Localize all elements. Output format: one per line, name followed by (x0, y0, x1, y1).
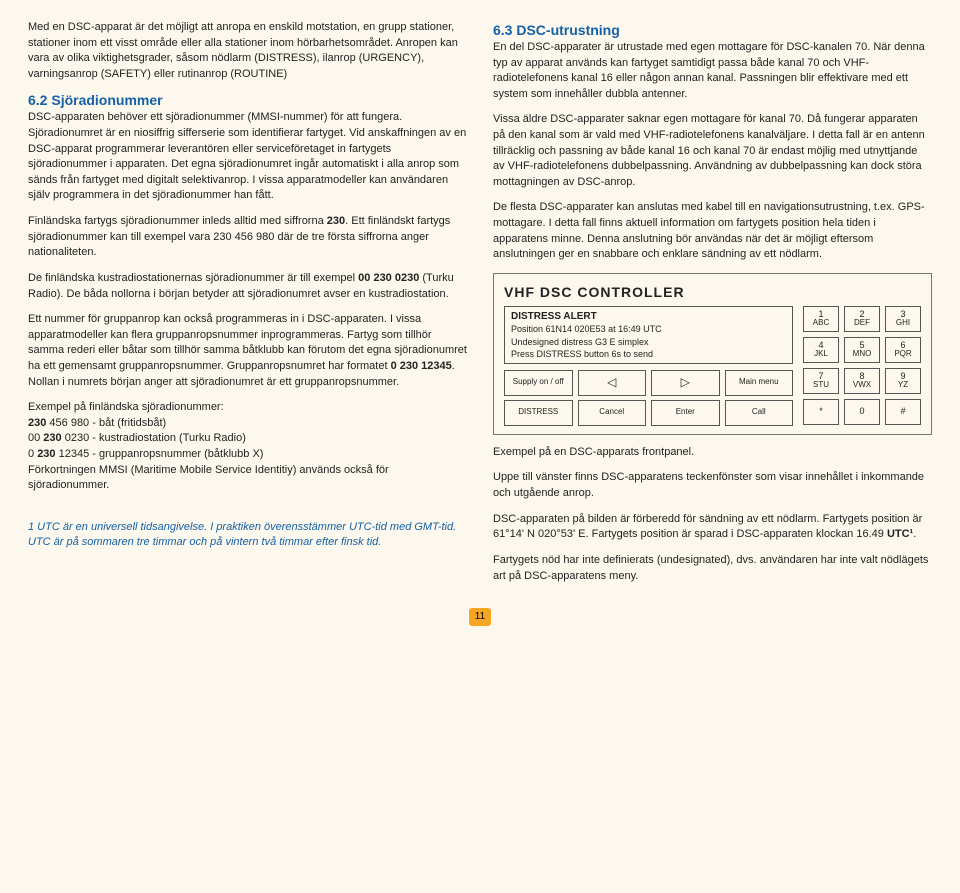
caption: DSC-apparaten på bilden är förberedd för… (493, 512, 932, 543)
soft-button-row-1: Supply on / off ◁ ▷ Main menu (504, 370, 793, 396)
controller-left-panel: DISTRESS ALERT Position 61N14 020E53 at … (504, 306, 793, 426)
right-arrow-button[interactable]: ▷ (651, 370, 720, 396)
text: Finländska fartygs sjöradionummer inleds… (28, 215, 327, 227)
text: 0230 - kustradiostation (Turku Radio) (62, 432, 246, 444)
dsc-controller-diagram: VHF DSC CONTROLLER DISTRESS ALERT Positi… (493, 273, 932, 435)
heading-6-2: 6.2 Sjöradionummer (28, 92, 467, 108)
page-number: 11 (28, 608, 932, 626)
right-column: 6.3 DSC-utrustning En del DSC-apparater … (493, 20, 932, 594)
text: DSC-apparaten på bilden är förberedd för… (493, 513, 922, 541)
cancel-button[interactable]: Cancel (578, 400, 647, 426)
keypad-key-*[interactable]: * (803, 399, 839, 425)
paragraph: De flesta DSC-apparater kan anslutas med… (493, 200, 932, 262)
bold-number: 230 (327, 215, 345, 227)
call-button[interactable]: Call (725, 400, 794, 426)
keypad-key-6[interactable]: 6PQR (885, 337, 921, 363)
keypad-key-4[interactable]: 4JKL (803, 337, 839, 363)
two-column-layout: Med en DSC-apparat är det möjligt att an… (28, 20, 932, 594)
examples-heading: Exempel på finländska sjöradionummer: (28, 401, 224, 413)
paragraph: Ett nummer för gruppanrop kan också prog… (28, 312, 467, 390)
text: 456 980 - båt (fritidsbåt) (46, 417, 166, 429)
paragraph: DSC-apparaten behöver ett sjöradionummer… (28, 110, 467, 204)
text: . (913, 528, 916, 540)
text: 0 (28, 448, 37, 460)
lcd-line: Undesigned distress G3 E simplex (511, 336, 786, 348)
bold-number: 0 230 12345 (391, 360, 452, 372)
distress-button[interactable]: DISTRESS (504, 400, 573, 426)
main-menu-button[interactable]: Main menu (725, 370, 794, 396)
left-column: Med en DSC-apparat är det möjligt att an… (28, 20, 467, 594)
keypad-key-#[interactable]: # (885, 399, 921, 425)
text: De finländska kustradiostationernas sjör… (28, 272, 358, 284)
bold-number: 230 (28, 417, 46, 429)
utc-label: UTC¹ (887, 528, 913, 540)
caption: Fartygets nöd har inte definierats (unde… (493, 553, 932, 584)
bold-number: 230 (43, 432, 61, 444)
caption: Uppe till vänster finns DSC-apparatens t… (493, 470, 932, 501)
examples-block: Exempel på finländska sjöradionummer: 23… (28, 400, 467, 494)
text: 12345 - gruppanropsnummer (båtklubb X) (56, 448, 264, 460)
enter-button[interactable]: Enter (651, 400, 720, 426)
soft-button-row-2: DISTRESS Cancel Enter Call (504, 400, 793, 426)
bold-number: 230 (37, 448, 55, 460)
left-arrow-button[interactable]: ◁ (578, 370, 647, 396)
lcd-title: DISTRESS ALERT (511, 310, 786, 324)
lcd-display: DISTRESS ALERT Position 61N14 020E53 at … (504, 306, 793, 364)
keypad-key-9[interactable]: 9YZ (885, 368, 921, 394)
lcd-line: Press DISTRESS button 6s to send (511, 348, 786, 360)
paragraph: En del DSC-apparater är utrustade med eg… (493, 40, 932, 102)
text: 00 (28, 432, 43, 444)
keypad-key-8[interactable]: 8VWX (844, 368, 880, 394)
keypad-key-2[interactable]: 2DEF (844, 306, 880, 332)
keypad-key-0[interactable]: 0 (844, 399, 880, 425)
footnote: 1 UTC är en universell tidsangivelse. I … (28, 520, 467, 551)
bold-number: 00 230 0230 (358, 272, 419, 284)
text: Förkortningen MMSI (Maritime Mobile Serv… (28, 464, 389, 492)
keypad-key-1[interactable]: 1ABC (803, 306, 839, 332)
lcd-line: Position 61N14 020E53 at 16:49 UTC (511, 323, 786, 335)
page-number-value: 11 (469, 608, 491, 626)
paragraph: Finländska fartygs sjöradionummer inleds… (28, 214, 467, 261)
caption: Exempel på en DSC-apparats frontpanel. (493, 445, 932, 461)
supply-button[interactable]: Supply on / off (504, 370, 573, 396)
paragraph: De finländska kustradiostationernas sjör… (28, 271, 467, 302)
keypad-key-5[interactable]: 5MNO (844, 337, 880, 363)
paragraph: Vissa äldre DSC-apparater saknar egen mo… (493, 112, 932, 190)
keypad-key-3[interactable]: 3GHI (885, 306, 921, 332)
numeric-keypad: 1ABC2DEF3GHI 4JKL5MNO6PQR 7STU8VWX9YZ *0# (803, 306, 921, 426)
document-page: Med en DSC-apparat är det möjligt att an… (0, 0, 960, 646)
keypad-key-7[interactable]: 7STU (803, 368, 839, 394)
heading-6-3: 6.3 DSC-utrustning (493, 22, 932, 38)
controller-body: DISTRESS ALERT Position 61N14 020E53 at … (504, 306, 921, 426)
controller-title: VHF DSC CONTROLLER (504, 284, 921, 300)
paragraph: Med en DSC-apparat är det möjligt att an… (28, 20, 467, 82)
